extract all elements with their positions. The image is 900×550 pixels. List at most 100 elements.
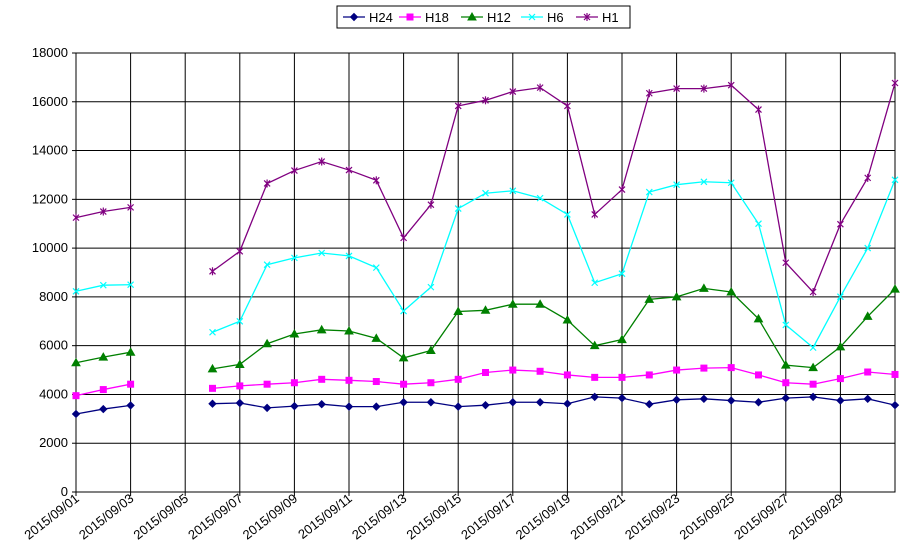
y-tick-label: 8000 [39,289,68,304]
x-tick-label: 2015/09/27 [731,491,792,543]
data-point [672,395,681,405]
x-tick-label: 2015/09/13 [349,491,410,543]
data-point [809,380,817,388]
y-tick-labels: 0 2000 4000 6000 8000 10000 12000 14000 16000 180… [32,45,68,499]
data-point [673,181,681,189]
legend-label: H12 [487,10,511,25]
data-point [290,379,298,387]
data-point [591,210,599,219]
x-tick-label: 2015/09/17 [458,491,519,543]
data-point [399,398,408,407]
y-tick-label: 6000 [39,338,68,353]
data-point [207,363,218,373]
x-tick-label: 2015/09/01 [21,491,82,543]
data-point [535,299,545,308]
series-h6 [72,176,899,352]
data-point [617,393,627,403]
data-point [753,313,764,323]
data-point [72,287,80,295]
data-point [263,261,271,269]
data-point [726,287,737,296]
data-point [782,321,790,329]
y-tick-label: 2000 [39,435,68,450]
data-point [862,311,873,320]
data-point [72,392,80,400]
data-point [371,333,382,342]
x-tick-label: 2015/09/25 [677,491,738,543]
series-h24 [71,392,900,419]
data-point [99,386,107,394]
data-point [71,409,81,419]
data-point [727,81,735,90]
data-point [71,357,81,367]
data-point [126,401,135,410]
data-point [209,384,216,392]
series-line-segment [212,366,896,389]
x-tick-label: 2015/09/09 [240,491,301,543]
data-point [536,194,544,202]
x-tick-label: 2015/09/05 [131,491,192,543]
data-point [318,375,326,383]
data-point [345,376,353,384]
data-point [536,367,544,375]
legend-item-h12: H12 [461,10,511,25]
data-point [427,200,435,209]
data-point [591,279,599,287]
data-point [235,398,245,408]
data-point [808,392,818,402]
data-point [891,176,899,184]
data-point [863,394,872,404]
data-point [782,379,790,387]
data-point [618,373,626,381]
legend-item-h24: H24 [343,10,393,25]
data-point [372,176,380,185]
legend-marker [349,12,359,22]
data-point [236,247,244,256]
data-point [590,392,599,402]
data-point [508,398,518,407]
data-point [427,283,435,291]
data-point [372,402,381,411]
y-tick-label: 0 [61,484,68,499]
data-point [316,324,327,334]
data-point [453,402,463,411]
data-point [836,375,844,383]
x-tick-label: 2015/09/03 [76,491,137,543]
data-point [890,400,900,410]
data-point [563,399,572,408]
data-point [290,254,298,262]
data-point [262,338,272,348]
series-lines [71,78,900,419]
data-point [454,101,462,110]
data-point [98,352,109,361]
data-point [618,270,626,278]
data-point [809,288,817,297]
legend-marker [406,13,414,21]
data-point [673,366,681,374]
data-point [289,328,300,338]
series-h1 [72,78,899,297]
y-tick-label: 12000 [32,191,68,206]
data-point [700,178,708,186]
data-point [481,400,490,410]
axes [72,52,896,496]
y-tick-label: 4000 [39,386,68,401]
legend-item-h6: H6 [521,10,564,25]
data-point [507,299,518,308]
plot-area-border [75,52,896,493]
data-point [727,179,735,187]
legend: H24 H18 H12 H6 H1 [336,5,631,29]
data-point [836,220,844,229]
legend-label: H6 [547,10,564,25]
data-point [480,305,491,314]
data-point [890,284,900,293]
y-tick-label: 10000 [32,240,68,255]
data-point [755,220,762,228]
data-point [454,205,462,213]
data-point [99,207,107,216]
legend-box [336,5,631,29]
legend-label: H18 [425,10,449,25]
legend-marker [583,13,591,21]
data-point [345,252,353,260]
